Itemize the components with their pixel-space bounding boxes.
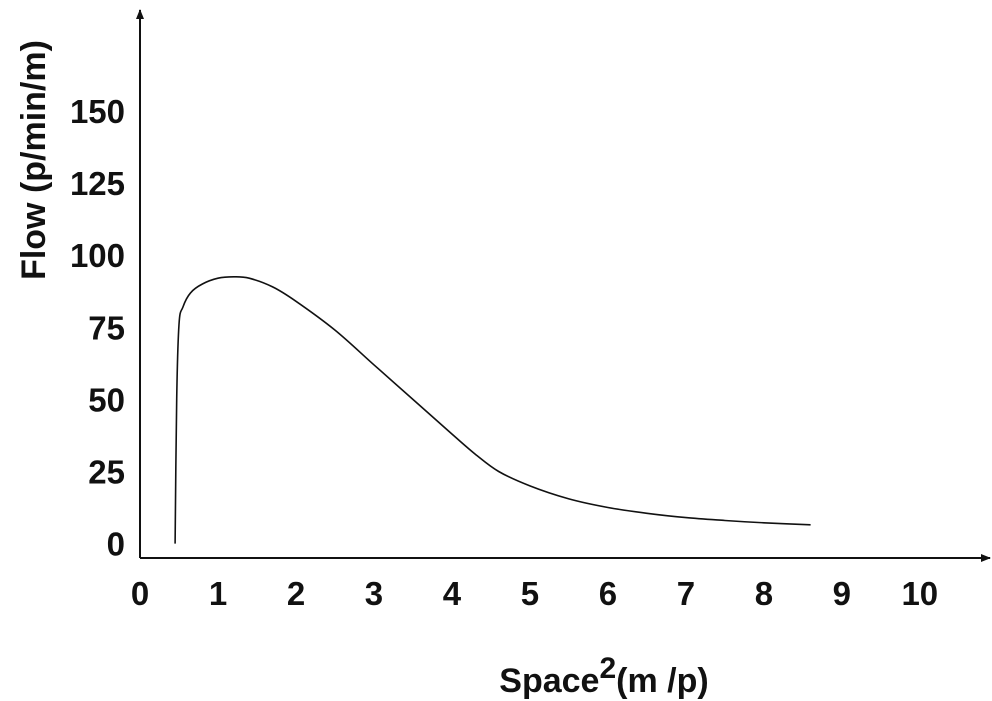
x-tick-label: 8 [755, 575, 773, 612]
x-axis-label-name: Space [499, 662, 599, 700]
flow-space-curve [174, 275, 811, 544]
y-tick-label: 75 [88, 309, 125, 346]
x-axis-label: Space2(m /p) [499, 652, 708, 700]
x-tick-label: 9 [833, 575, 851, 612]
x-tick-label: 4 [443, 575, 462, 612]
y-tick-labels: 0 25 50 75 100 125 150 [70, 93, 125, 563]
x-tick-label: 6 [599, 575, 617, 612]
x-tick-label: 10 [901, 575, 938, 612]
x-tick-label: 5 [521, 575, 539, 612]
x-tick-label: 1 [209, 575, 227, 612]
x-axis-label-units: (m /p) [616, 662, 709, 700]
y-tick-label: 25 [88, 454, 125, 491]
y-tick-label: 125 [70, 165, 125, 202]
x-axis-label-superscript: 2 [599, 652, 616, 685]
y-tick-label: 0 [107, 526, 125, 563]
y-tick-label: 50 [88, 381, 125, 418]
y-tick-label: 100 [70, 237, 125, 274]
y-axis-label: Flow (p/min/m) [15, 40, 53, 280]
x-tick-labels: 0 1 2 3 4 5 6 7 8 9 10 [131, 575, 938, 612]
x-tick-label: 0 [131, 575, 149, 612]
x-tick-label: 7 [677, 575, 695, 612]
x-tick-label: 2 [287, 575, 305, 612]
y-tick-label: 150 [70, 93, 125, 130]
x-tick-label: 3 [365, 575, 383, 612]
